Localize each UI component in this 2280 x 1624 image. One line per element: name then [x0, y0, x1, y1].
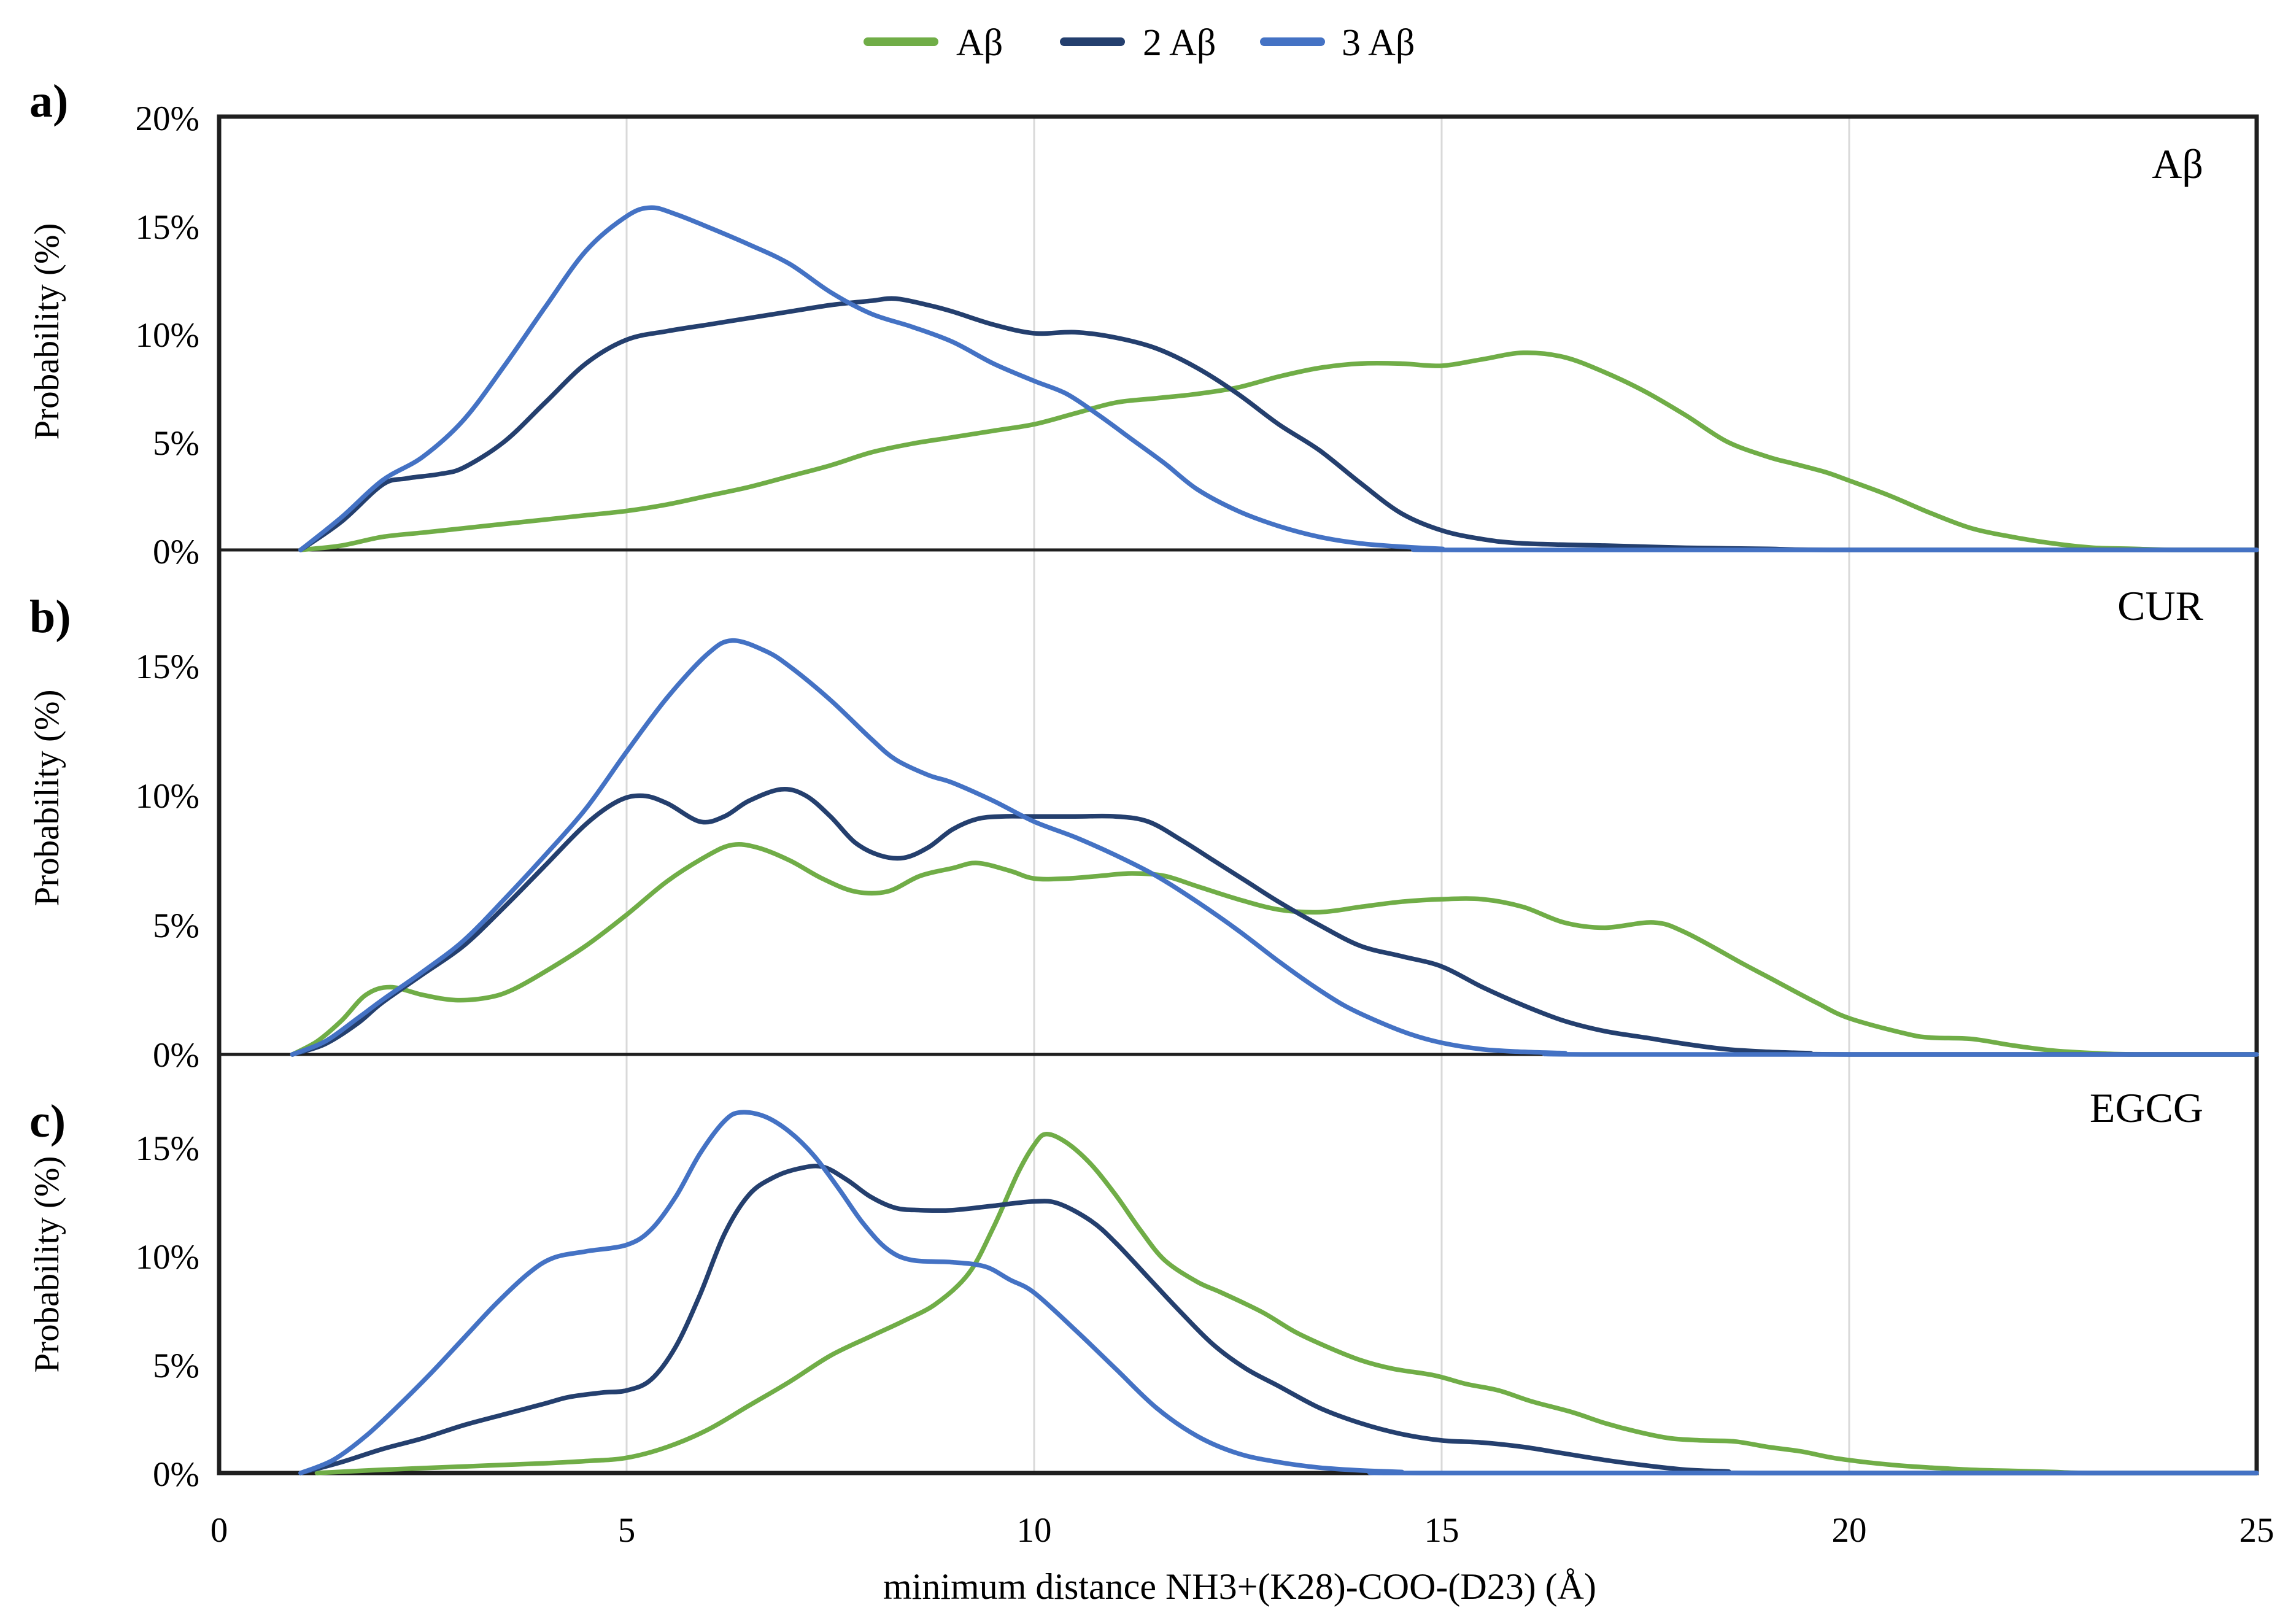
xtick: 20 — [1832, 1511, 1867, 1550]
y-ticks-panel-a: 20% 15% 10% 5% 0% — [136, 99, 199, 571]
ytick: 15% — [136, 648, 199, 686]
corner-label-c: EGCG — [2090, 1085, 2203, 1131]
curve-Aβ-panel-c — [314, 1132, 2259, 1475]
ytick: 10% — [136, 777, 199, 816]
legend-label-ab: Aβ — [956, 22, 1003, 64]
ytick: 10% — [136, 1238, 199, 1277]
ytick: 5% — [153, 1347, 199, 1385]
xtick: 5 — [618, 1511, 636, 1550]
curve-3-Aβ-panel-b — [290, 638, 2259, 1057]
curve-2-Aβ-panel-b — [290, 786, 2259, 1057]
legend-label-2ab: 2 Aβ — [1143, 22, 1216, 64]
xtick: 15 — [1424, 1511, 1459, 1550]
ytick: 20% — [136, 99, 199, 138]
ytick: 5% — [153, 907, 199, 945]
curves-panel-a — [298, 205, 2259, 552]
y-axis-title-c: Probability (%) — [28, 1156, 66, 1372]
ytick: 0% — [153, 1455, 199, 1494]
y-ticks-panel-c: 15% 10% 5% 0% — [136, 1129, 199, 1494]
curves-panel-c — [298, 1110, 2259, 1475]
corner-label-b: CUR — [2117, 582, 2203, 629]
y-axis-title-b: Probability (%) — [28, 689, 66, 906]
curves-panel-b — [290, 638, 2259, 1057]
ytick: 0% — [153, 1036, 199, 1075]
ytick: 15% — [136, 1129, 199, 1168]
x-ticks: 0 5 10 15 20 25 — [211, 1511, 2274, 1550]
ytick: 0% — [153, 533, 199, 571]
xtick: 10 — [1017, 1511, 1052, 1550]
y-ticks-panel-b: 15% 10% 5% 0% — [136, 648, 199, 1075]
legend-label-3ab: 3 Aβ — [1342, 22, 1415, 64]
curve-Aβ-panel-b — [290, 842, 2259, 1057]
curve-2-Aβ-panel-c — [298, 1164, 2259, 1475]
curve-3-Aβ-panel-c — [298, 1110, 2259, 1475]
ytick: 15% — [136, 208, 199, 247]
gridlines — [625, 118, 1850, 1471]
curve-Aβ-panel-a — [298, 350, 2259, 552]
x-axis-title: minimum distance NH3+(K28)-COO-(D23) (Å) — [883, 1566, 1596, 1607]
y-axis-title-a: Probability (%) — [28, 223, 66, 439]
xtick: 25 — [2239, 1511, 2274, 1550]
panel-letter-a: a) — [29, 75, 68, 127]
panel-letter-b: b) — [29, 591, 71, 643]
legend: Aβ 2 Aβ 3 Aβ — [864, 22, 1415, 64]
ytick: 5% — [153, 424, 199, 463]
panel-letter-c: c) — [29, 1096, 66, 1147]
corner-label-a: Aβ — [2152, 141, 2203, 187]
plot-border — [217, 114, 2259, 1475]
ytick: 10% — [136, 316, 199, 355]
curve-2-Aβ-panel-a — [298, 296, 2259, 552]
curve-3-Aβ-panel-a — [298, 205, 2259, 552]
xtick: 0 — [211, 1511, 228, 1550]
